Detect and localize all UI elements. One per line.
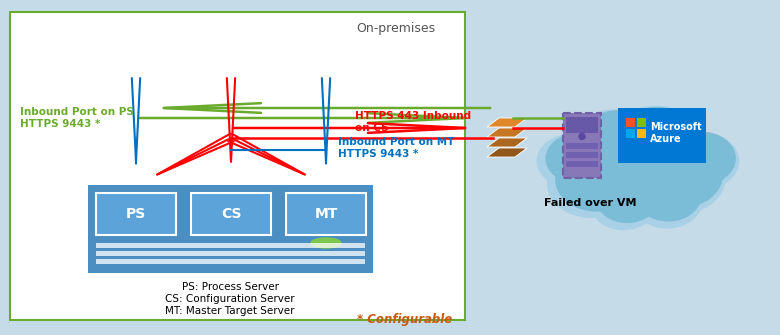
Text: CS: CS	[221, 207, 241, 221]
FancyBboxPatch shape	[191, 193, 271, 235]
Ellipse shape	[537, 135, 606, 187]
FancyBboxPatch shape	[563, 113, 601, 178]
Ellipse shape	[665, 133, 739, 189]
FancyBboxPatch shape	[637, 118, 646, 127]
Ellipse shape	[597, 177, 658, 222]
Text: PS: Process Server: PS: Process Server	[182, 282, 278, 292]
Text: Inbound Port on MT
HTTPS 9443 *: Inbound Port on MT HTTPS 9443 *	[338, 137, 455, 159]
Text: CS: Configuration Server: CS: Configuration Server	[165, 294, 295, 304]
FancyBboxPatch shape	[286, 193, 366, 235]
Text: HTTPS 443 Inbound
on CS: HTTPS 443 Inbound on CS	[355, 111, 471, 133]
FancyBboxPatch shape	[626, 129, 635, 138]
Polygon shape	[487, 128, 527, 137]
Text: PS: PS	[126, 207, 146, 221]
Text: MT: MT	[314, 207, 338, 221]
Ellipse shape	[633, 175, 702, 228]
Circle shape	[579, 134, 585, 139]
Ellipse shape	[548, 150, 635, 217]
Ellipse shape	[556, 149, 638, 211]
FancyBboxPatch shape	[626, 118, 635, 127]
Text: Microsoft: Microsoft	[650, 122, 702, 132]
Ellipse shape	[616, 108, 698, 170]
Ellipse shape	[572, 120, 698, 216]
FancyBboxPatch shape	[566, 160, 598, 166]
Polygon shape	[487, 118, 527, 127]
FancyBboxPatch shape	[96, 259, 365, 264]
Text: Failed over VM: Failed over VM	[544, 198, 636, 208]
FancyBboxPatch shape	[96, 251, 365, 256]
Ellipse shape	[633, 143, 725, 214]
Ellipse shape	[591, 180, 656, 229]
Polygon shape	[487, 148, 527, 157]
Ellipse shape	[573, 110, 656, 173]
Ellipse shape	[580, 111, 658, 170]
Ellipse shape	[666, 132, 736, 185]
Ellipse shape	[311, 238, 341, 248]
Ellipse shape	[546, 134, 611, 183]
FancyBboxPatch shape	[566, 151, 598, 157]
Text: MT: Master Target Server: MT: Master Target Server	[165, 306, 295, 316]
FancyBboxPatch shape	[637, 129, 646, 138]
Ellipse shape	[579, 120, 697, 210]
Text: Azure: Azure	[650, 134, 682, 144]
Text: * Configurable: * Configurable	[357, 313, 452, 326]
Ellipse shape	[612, 107, 700, 173]
FancyBboxPatch shape	[88, 185, 373, 273]
Text: On-premises: On-premises	[356, 22, 435, 35]
Text: Inbound Port on PS
HTTPS 9443 *: Inbound Port on PS HTTPS 9443 *	[20, 107, 134, 129]
FancyBboxPatch shape	[566, 142, 598, 148]
FancyBboxPatch shape	[566, 117, 598, 133]
FancyBboxPatch shape	[618, 108, 706, 163]
FancyBboxPatch shape	[10, 12, 465, 320]
Polygon shape	[487, 138, 527, 147]
FancyBboxPatch shape	[96, 243, 365, 248]
Ellipse shape	[636, 172, 700, 221]
Ellipse shape	[636, 142, 722, 208]
FancyBboxPatch shape	[96, 193, 176, 235]
